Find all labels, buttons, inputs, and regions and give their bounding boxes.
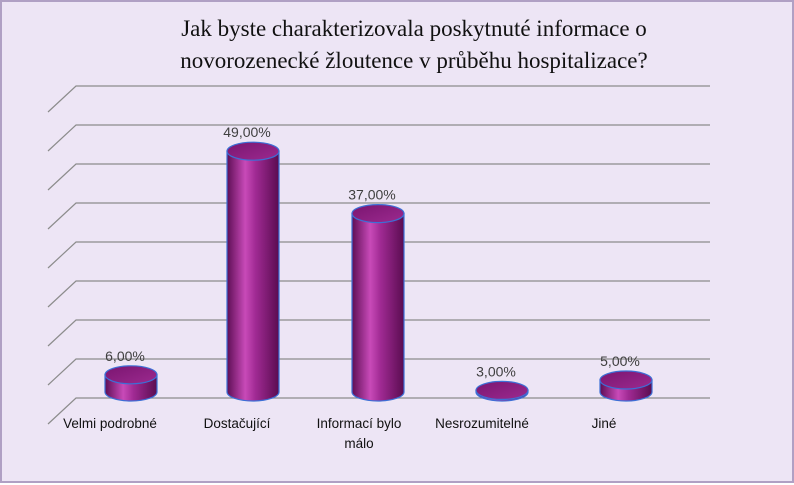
bar-top: [104, 365, 158, 385]
chart-title-line-2: novorozenecké žloutence v průběhu hospit…: [180, 48, 647, 73]
bar: [104, 365, 158, 402]
category-labels: Velmi podrobné Dostačující Informací bylo m…: [63, 416, 616, 451]
data-label: 6,00%: [105, 348, 145, 364]
gridline: [47, 319, 710, 347]
category-label: Velmi podrobné: [63, 416, 157, 431]
data-label: 49,00%: [223, 124, 270, 140]
category-label: Informací bylo: [317, 416, 402, 431]
bar-top: [226, 141, 280, 161]
gridline: [47, 202, 710, 230]
data-label: 5,00%: [600, 353, 640, 369]
gridline: [47, 85, 710, 113]
data-label: 3,00%: [476, 363, 516, 379]
data-labels: 6,00% 49,00% 37,00% 3,00% 5,00%: [105, 124, 640, 379]
bar-top: [599, 370, 653, 390]
bar: [226, 141, 280, 402]
gridline: [47, 358, 710, 386]
category-label: Jiné: [592, 416, 617, 431]
gridlines: [47, 85, 710, 425]
gridline: [47, 124, 710, 152]
chart-title-line-1: Jak byste charakterizovala poskytnuté in…: [181, 16, 647, 41]
bar-body: [226, 150, 280, 402]
bar-top: [351, 204, 405, 224]
gridline: [47, 163, 710, 191]
category-label: málo: [344, 436, 373, 451]
bar-top: [475, 380, 529, 400]
data-label: 37,00%: [348, 187, 395, 203]
category-label: Nesrozumitelné: [435, 416, 529, 431]
bar-body: [351, 213, 405, 402]
bars: [104, 141, 653, 402]
chart-title: Jak byste charakterizovala poskytnuté in…: [180, 16, 647, 73]
bar: [599, 370, 653, 402]
gridline: [47, 280, 710, 308]
gridline: [47, 241, 710, 269]
bar: [351, 204, 405, 402]
bar: [475, 380, 529, 402]
category-label: Dostačující: [204, 416, 271, 431]
